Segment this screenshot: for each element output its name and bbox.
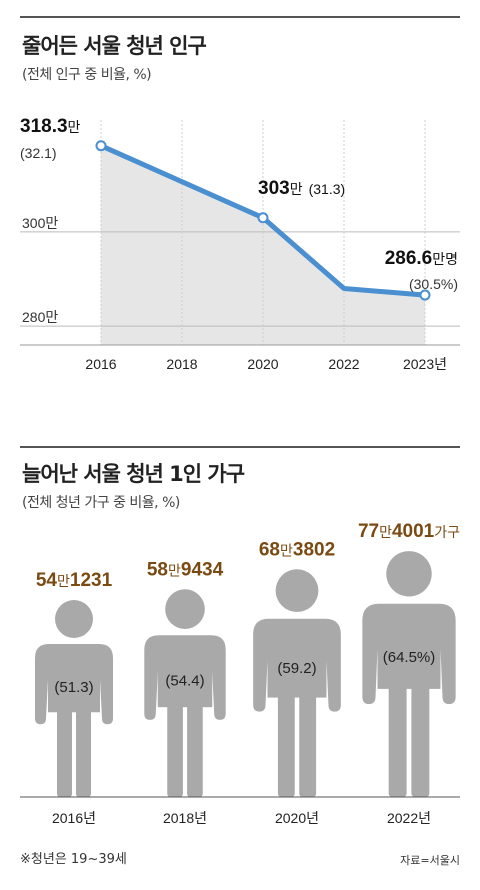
population-line-chart: 300만 280만 2016 2018 2020 2022 2023년 318.3만 (32.1… bbox=[20, 116, 460, 372]
household-count-label: 54만1231 bbox=[36, 570, 113, 591]
person-head bbox=[55, 600, 93, 638]
person-left-leg bbox=[167, 703, 183, 797]
chart2-subtitle: (전체 청년 가구 중 비율, %) bbox=[22, 495, 180, 511]
person-figure-2020년 bbox=[253, 569, 341, 797]
person-right-leg bbox=[299, 693, 317, 797]
chart1-title: 줄어든 서울 청년 인구 bbox=[22, 34, 207, 58]
person-right-leg bbox=[187, 703, 203, 797]
pct-label: (59.2) bbox=[277, 660, 316, 677]
pct-label: (51.3) bbox=[54, 679, 93, 696]
person-hips bbox=[48, 676, 100, 713]
x-category-label: 2020년 bbox=[275, 810, 319, 826]
person-head bbox=[165, 589, 205, 629]
x-category-label: 2016년 bbox=[52, 810, 96, 826]
value-label-2023: 286.6만명 bbox=[385, 248, 458, 269]
data-point-marker bbox=[257, 212, 269, 224]
x-tick-label: 2016 bbox=[85, 356, 116, 372]
person-left-leg bbox=[57, 708, 72, 797]
person-left-leg bbox=[388, 684, 407, 797]
household-count-label: 58만9434 bbox=[147, 559, 224, 580]
x-tick-label: 2023년 bbox=[403, 356, 447, 372]
pct-label: (64.5%) bbox=[383, 649, 436, 666]
middle-rule bbox=[20, 446, 460, 448]
person-hips bbox=[267, 656, 327, 698]
x-tick-label: 2020 bbox=[247, 356, 278, 372]
chart1-subtitle: (전체 인구 중 비율, %) bbox=[22, 67, 152, 83]
person-head bbox=[386, 551, 432, 597]
person-hips bbox=[157, 669, 213, 708]
person-right-leg bbox=[76, 708, 91, 797]
y-tick-label: 280만 bbox=[22, 309, 58, 325]
x-tick-label: 2022 bbox=[328, 356, 359, 372]
pct-label-2023: (30.5%) bbox=[409, 276, 458, 292]
top-rule bbox=[20, 16, 460, 18]
person-figure-2018년 bbox=[144, 589, 226, 797]
person-left-leg bbox=[277, 693, 295, 797]
data-point-marker bbox=[95, 140, 107, 152]
pct-label: (54.4) bbox=[165, 672, 204, 689]
pct-label-2016: (32.1) bbox=[20, 145, 57, 161]
value-label-2016: 318.3만 bbox=[20, 116, 81, 137]
person-head bbox=[275, 569, 319, 612]
footnote: ※청년은 19~39세 bbox=[20, 852, 127, 867]
source-note: 자료=서울시 bbox=[400, 854, 460, 867]
household-count-label: 77만4001가구 bbox=[358, 521, 460, 542]
x-category-label: 2022년 bbox=[387, 810, 431, 826]
person-right-leg bbox=[411, 684, 430, 797]
chart2-title: 늘어난 서울 청년 1인 가구 bbox=[22, 462, 245, 486]
series-line bbox=[98, 143, 428, 298]
person-torso bbox=[144, 635, 226, 720]
value-label-2020: 303만 (31.3) bbox=[258, 178, 345, 199]
person-torso bbox=[35, 644, 113, 725]
person-hips bbox=[377, 644, 441, 689]
y-tick-label: 300만 bbox=[22, 215, 58, 231]
households-pictogram-chart: (51.3) 54만1231 2016년 (54.4) 58만9434 2018년 (59.… bbox=[20, 521, 460, 826]
data-point-marker bbox=[419, 289, 431, 301]
household-count-label: 68만3802 bbox=[259, 539, 335, 560]
x-tick-label: 2018 bbox=[166, 356, 197, 372]
person-figure-2016년 bbox=[35, 600, 113, 797]
person-figure-2022년 bbox=[362, 551, 456, 797]
x-category-label: 2018년 bbox=[163, 810, 207, 826]
person-torso bbox=[362, 603, 456, 705]
person-torso bbox=[253, 618, 341, 712]
